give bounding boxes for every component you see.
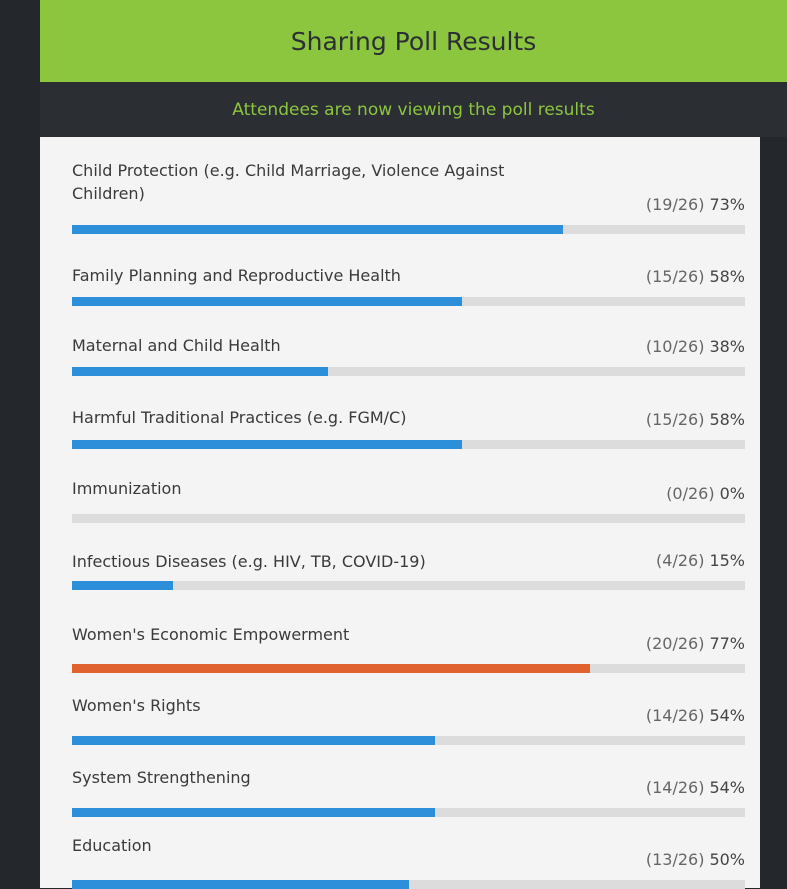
option-label: Family Planning and Reproductive Health	[72, 264, 572, 287]
percent-label: 50%	[709, 850, 745, 869]
bar-track	[72, 367, 745, 376]
status-bar: Attendees are now viewing the poll resul…	[40, 82, 787, 137]
bar-track	[72, 664, 745, 673]
vote-count: (0/26)	[666, 484, 714, 503]
result: (15/26)58%	[646, 267, 745, 286]
bar	[72, 808, 435, 817]
vote-count: (4/26)	[656, 551, 704, 570]
result: (15/26)58%	[646, 410, 745, 429]
bar-track	[72, 736, 745, 745]
bar-track	[72, 581, 745, 590]
bar	[72, 440, 462, 449]
result: (14/26)54%	[646, 778, 745, 797]
result: (4/26) 15%	[656, 551, 745, 570]
percent-label: 38%	[709, 337, 745, 356]
option-label: Education	[72, 834, 572, 857]
bar-track	[72, 297, 745, 306]
screen: {"header": {"title": "Sharing Poll Resul…	[0, 0, 787, 888]
option-label: Women's Rights	[72, 694, 572, 717]
bar-track	[72, 440, 745, 449]
percent-label: 58%	[709, 410, 745, 429]
percent-label: 73%	[709, 195, 745, 214]
option-label: Women's Economic Empowerment	[72, 623, 572, 646]
result: (10/26)38%	[646, 337, 745, 356]
bar-track	[72, 225, 745, 234]
percent-label: 15%	[709, 551, 745, 570]
vote-count: (13/26)	[646, 850, 705, 869]
bar	[72, 581, 173, 590]
percent-label: 58%	[709, 267, 745, 286]
results-panel: Child Protection (e.g. Child Marriage, V…	[40, 137, 760, 888]
percent-label: 54%	[709, 778, 745, 797]
bar	[72, 297, 462, 306]
result: (13/26)50%	[646, 850, 745, 869]
bar	[72, 367, 328, 376]
vote-count: (19/26)	[646, 195, 705, 214]
option-label: Maternal and Child Health	[72, 334, 572, 357]
vote-count: (15/26)	[646, 267, 705, 286]
vote-count: (14/26)	[646, 706, 705, 725]
percent-label: 77%	[709, 634, 745, 653]
bar	[72, 736, 435, 745]
status-text: Attendees are now viewing the poll resul…	[232, 100, 594, 120]
option-label: Immunization	[72, 477, 572, 500]
percent-label: 54%	[709, 706, 745, 725]
option-label: Infectious Diseases (e.g. HIV, TB, COVID…	[72, 550, 572, 573]
result: (0/26) 0%	[666, 484, 745, 503]
bar-track	[72, 808, 745, 817]
percent-label: 0%	[720, 484, 745, 503]
option-label: Child Protection (e.g. Child Marriage, V…	[72, 159, 572, 205]
header: Sharing Poll Results	[40, 0, 787, 82]
option-label: System Strengthening	[72, 766, 572, 789]
bar	[72, 225, 563, 234]
bar-track	[72, 514, 745, 523]
vote-count: (14/26)	[646, 778, 705, 797]
option-label: Harmful Traditional Practices (e.g. FGM/…	[72, 406, 572, 429]
result: (14/26)54%	[646, 706, 745, 725]
vote-count: (20/26)	[646, 634, 705, 653]
vote-count: (10/26)	[646, 337, 705, 356]
result: (20/26)77%	[646, 634, 745, 653]
title: Sharing Poll Results	[291, 27, 537, 56]
vote-count: (15/26)	[646, 410, 705, 429]
bar	[72, 664, 590, 673]
result: (19/26)73%	[646, 195, 745, 214]
